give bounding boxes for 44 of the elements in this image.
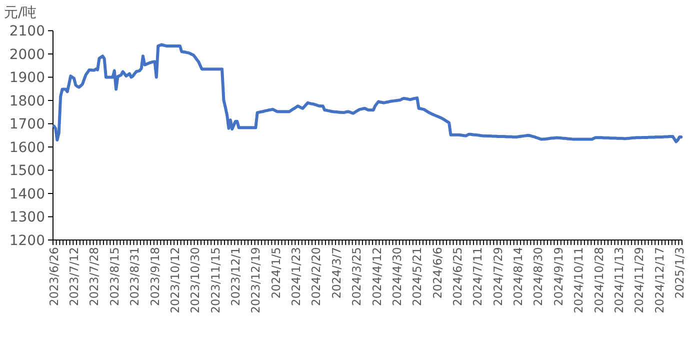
x-tick-label: 2024/6/6 [430,247,444,299]
x-tick-label: 2024/10/28 [592,247,606,314]
x-tick-label: 2024/8/30 [531,247,546,306]
x-tick-label: 2023/8/15 [107,247,122,306]
x-tick-label: 2024/11/13 [612,247,626,314]
y-tick-label: 1600 [9,140,45,156]
x-tick-label: 2024/6/25 [450,247,464,306]
x-tick-label: 2023/6/26 [46,247,61,306]
x-tick-label: 2023/7/28 [87,247,102,306]
y-tick-label: 2000 [9,46,45,63]
x-tick-label: 2023/12/1 [228,247,242,306]
line-series [52,43,683,144]
x-tick-label: 2024/2/20 [309,247,324,306]
x-tick-label: 2024/3/7 [329,247,344,299]
x-tick-label: 2024/8/14 [511,247,526,306]
x-tick-label: 2024/10/11 [572,247,586,314]
y-tick-label: 1500 [9,163,45,180]
x-tick-label: 2023/10/12 [168,247,182,314]
y-tick-label: 2100 [9,24,45,40]
x-tick-label: 2023/10/30 [188,247,202,314]
x-tick-label: 2024/4/12 [370,247,384,306]
x-tick-label: 2025/1/3 [672,247,686,299]
y-tick-label: 1300 [9,210,45,226]
x-tick-label: 2024/1/5 [268,247,283,299]
x-tick-label: 2024/4/30 [390,247,404,306]
x-tick-label: 2023/9/18 [148,247,162,306]
y-tick-label: 1200 [9,233,45,249]
y-tick-label: 1700 [9,116,45,133]
x-tick-label: 2024/7/29 [490,247,505,306]
x-tick-label: 2023/7/12 [67,247,82,306]
x-tick-label: 2024/7/11 [470,247,485,306]
y-axis-title: 元/吨 [4,5,37,21]
y-tick-label: 1400 [9,186,45,202]
x-tick-label: 2024/9/19 [551,247,566,306]
y-tick-label: 1800 [9,93,45,110]
x-tick-label: 2024/12/17 [652,247,666,314]
x-tick-label: 2024/1/23 [289,247,304,306]
x-tick-label: 2023/12/19 [248,247,263,314]
x-tick-label: 2024/3/25 [350,247,364,306]
x-tick-label: 2024/5/21 [410,247,424,306]
y-tick-label: 1900 [9,70,45,86]
x-tick-label: 2023/8/31 [128,247,142,306]
x-tick-label: 2023/11/15 [208,247,222,314]
x-tick-label: 2024/11/29 [632,247,646,314]
